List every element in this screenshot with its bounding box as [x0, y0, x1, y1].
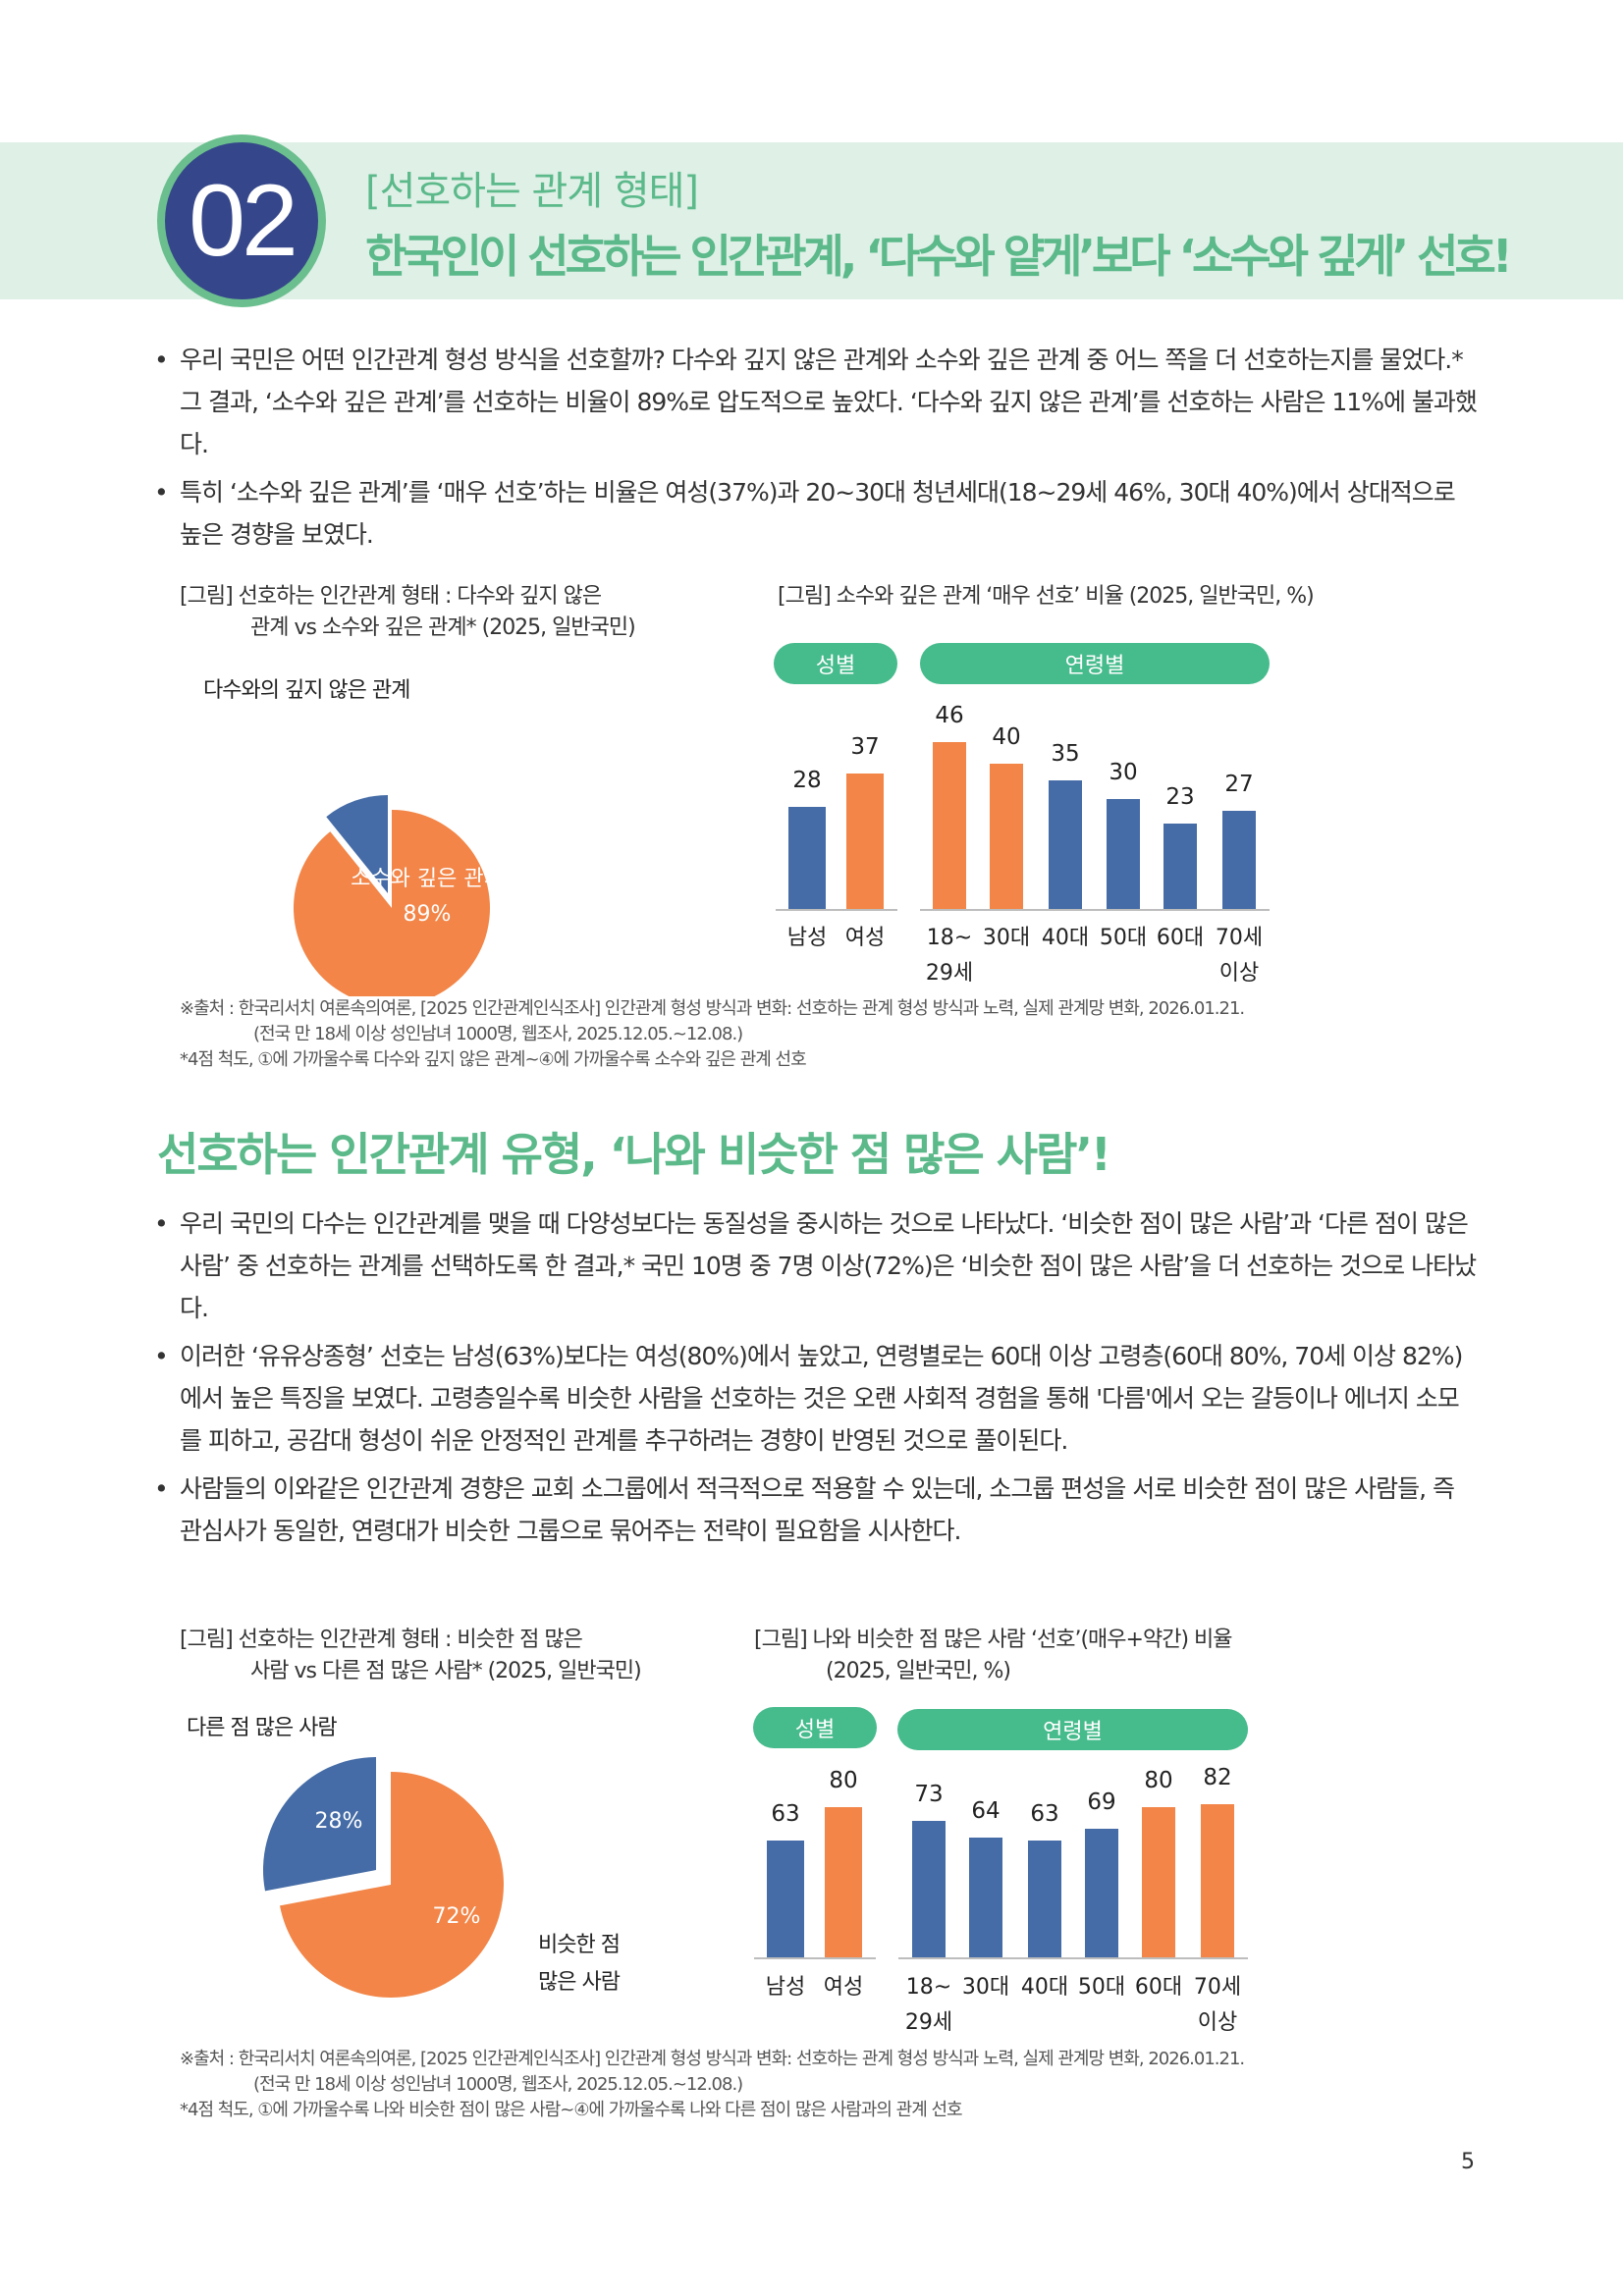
bar2-gender-pill: 성별: [753, 1707, 877, 1748]
bar2-axis-age: [898, 1957, 1248, 1959]
bar2-female: [825, 1807, 862, 1957]
bar1-xlabel: 18~ 29세: [925, 926, 974, 986]
pie2-slice-large: [280, 1772, 504, 1998]
bar2-female-value: 80: [829, 1768, 858, 1793]
bar1-age-40: [1049, 780, 1082, 909]
bar2-xlabel: 60대: [1134, 1975, 1183, 2000]
bar1-title: [그림] 소수와 깊은 관계 ‘매우 선호’ 비율 (2025, 일반국민, %…: [778, 584, 1315, 609]
section2-source-note: ※출처 : 한국리서치 여론속의여론, [2025 인간관계인식조사] 인간관계…: [180, 2049, 1245, 2120]
section-number: 02: [165, 142, 318, 299]
section1-source-note: ※출처 : 한국리서치 여론속의여론, [2025 인간관계인식조사] 인간관계…: [180, 998, 1245, 1070]
bar1-xlabel: 50대: [1099, 926, 1148, 950]
bar1-female: [846, 774, 884, 909]
bullet-item: 우리 국민은 어떤 인간관계 형성 방식을 선호할까? 다수와 깊지 않은 관계…: [152, 339, 1478, 465]
bar1-male-value: 28: [792, 768, 822, 793]
bar2-male-value: 63: [771, 1801, 800, 1827]
bar1-gender-pill: 성별: [774, 643, 897, 684]
section-title: 한국인이 선호하는 인간관계, ‘다수와 얕게’보다 ‘소수와 깊게’ 선호!: [365, 230, 1513, 283]
bar2-xlabel: 50대: [1077, 1975, 1126, 2000]
bar2-age-40-value: 63: [1030, 1801, 1059, 1827]
pie2-small-value: 28%: [314, 1809, 363, 1834]
pie1-large-label: 소수와 깊은 관계 89%: [351, 867, 504, 927]
pie1-title: [그림] 선호하는 인간관계 형태 : 다수와 깊지 않은 관계 vs 소수와 …: [180, 584, 636, 640]
bar1-age-50-value: 30: [1109, 760, 1138, 785]
bar1-age-18-29: [933, 742, 966, 909]
bar1-age-pill: 연령별: [920, 643, 1270, 684]
pie2-chart: [262, 1757, 504, 1998]
bar2-xlabel: 30대: [961, 1975, 1010, 2000]
bar2-xlabel: 18~ 29세: [904, 1975, 953, 2035]
section2-heading: 선호하는 인간관계 유형, ‘나와 비슷한 점 많은 사람’!: [157, 1128, 1111, 1181]
bar1-female-value: 37: [850, 734, 880, 760]
pie2-slice-small: [262, 1757, 376, 1892]
section2-bullets: 우리 국민의 다수는 인간관계를 맺을 때 다양성보다는 동질성을 중시하는 것…: [152, 1202, 1478, 1558]
section-number-badge: 02: [157, 134, 326, 307]
bar2-age-18-29-value: 73: [914, 1782, 944, 1807]
bar1-xlabel: 여성: [844, 926, 886, 950]
bar1-age-60: [1163, 824, 1197, 909]
bar1-xlabel: 30대: [982, 926, 1031, 950]
bar1-xlabel: 60대: [1156, 926, 1205, 950]
bar1-age-30-value: 40: [992, 724, 1021, 750]
bar1-xlabel: 40대: [1041, 926, 1090, 950]
bar2-age-pill: 연령별: [897, 1709, 1248, 1750]
bar2-axis-gender: [754, 1957, 876, 1959]
pie1-small-label: 다수와의 깊지 않은 관계: [203, 678, 410, 703]
pie2-large-value: 72%: [432, 1904, 481, 1929]
bar2-male: [767, 1841, 804, 1957]
bullet-item: 이러한 ‘유유상종형’ 선호는 남성(63%)보다는 여성(80%)에서 높았고…: [152, 1335, 1478, 1462]
page-number: 5: [1461, 2150, 1475, 2174]
bar2-age-70: [1201, 1804, 1234, 1957]
bullet-item: 특히 ‘소수와 깊은 관계’를 ‘매우 선호’하는 비율은 여성(37%)과 2…: [152, 471, 1478, 556]
bar1-age-30: [990, 764, 1023, 909]
bar2-xlabel: 70세 이상: [1193, 1975, 1242, 2035]
pie1-chart: [294, 795, 491, 996]
pie1-slice-large: [294, 810, 491, 996]
bar2-xlabel: 남성: [765, 1975, 806, 2000]
bar1-age-60-value: 23: [1165, 784, 1195, 810]
bar1-age-40-value: 35: [1051, 741, 1080, 767]
bullet-item: 사람들의 이와같은 인간관계 경향은 교회 소그룹에서 적극적으로 적용할 수 …: [152, 1468, 1478, 1552]
bar1-xlabel: 70세 이상: [1215, 926, 1264, 986]
pie1-small-value: 11%: [353, 733, 403, 758]
bar1-age-70-value: 27: [1224, 772, 1254, 797]
bar2-age-40: [1028, 1841, 1061, 1957]
bar2-age-30: [969, 1838, 1002, 1957]
section-subtitle: [선호하는 관계 형태]: [365, 169, 699, 214]
bar2-title: [그림] 나와 비슷한 점 많은 사람 ‘선호’(매우+약간) 비율 (2025…: [754, 1628, 1233, 1683]
bar2-age-50: [1085, 1829, 1118, 1957]
pie1-slice-small: [326, 795, 388, 893]
bar1-male: [788, 807, 826, 909]
pie2-title: [그림] 선호하는 인간관계 형태 : 비슷한 점 많은 사람 vs 다른 점 …: [180, 1628, 642, 1683]
bar2-age-60: [1142, 1807, 1175, 1957]
pie2-small-label: 다른 점 많은 사람: [187, 1716, 338, 1740]
bar1-axis-gender: [776, 909, 897, 911]
bar2-age-18-29: [912, 1821, 946, 1957]
bar1-axis-age: [920, 909, 1270, 911]
bar1-age-50: [1107, 799, 1140, 909]
bar1-age-70: [1222, 811, 1256, 909]
pie2-large-label: 비슷한 점 많은 사람: [538, 1933, 621, 1995]
section1-bullets: 우리 국민은 어떤 인간관계 형성 방식을 선호할까? 다수와 깊지 않은 관계…: [152, 339, 1478, 561]
bar1-xlabel: 남성: [786, 926, 828, 950]
bar2-age-30-value: 64: [971, 1798, 1001, 1824]
bar2-xlabel: 여성: [823, 1975, 864, 2000]
bar2-xlabel: 40대: [1020, 1975, 1069, 2000]
bar2-age-60-value: 80: [1144, 1768, 1173, 1793]
bar1-age-18-29-value: 46: [935, 703, 964, 728]
bar2-age-70-value: 82: [1203, 1765, 1232, 1790]
bullet-item: 우리 국민의 다수는 인간관계를 맺을 때 다양성보다는 동질성을 중시하는 것…: [152, 1202, 1478, 1329]
bar2-age-50-value: 69: [1087, 1789, 1116, 1815]
